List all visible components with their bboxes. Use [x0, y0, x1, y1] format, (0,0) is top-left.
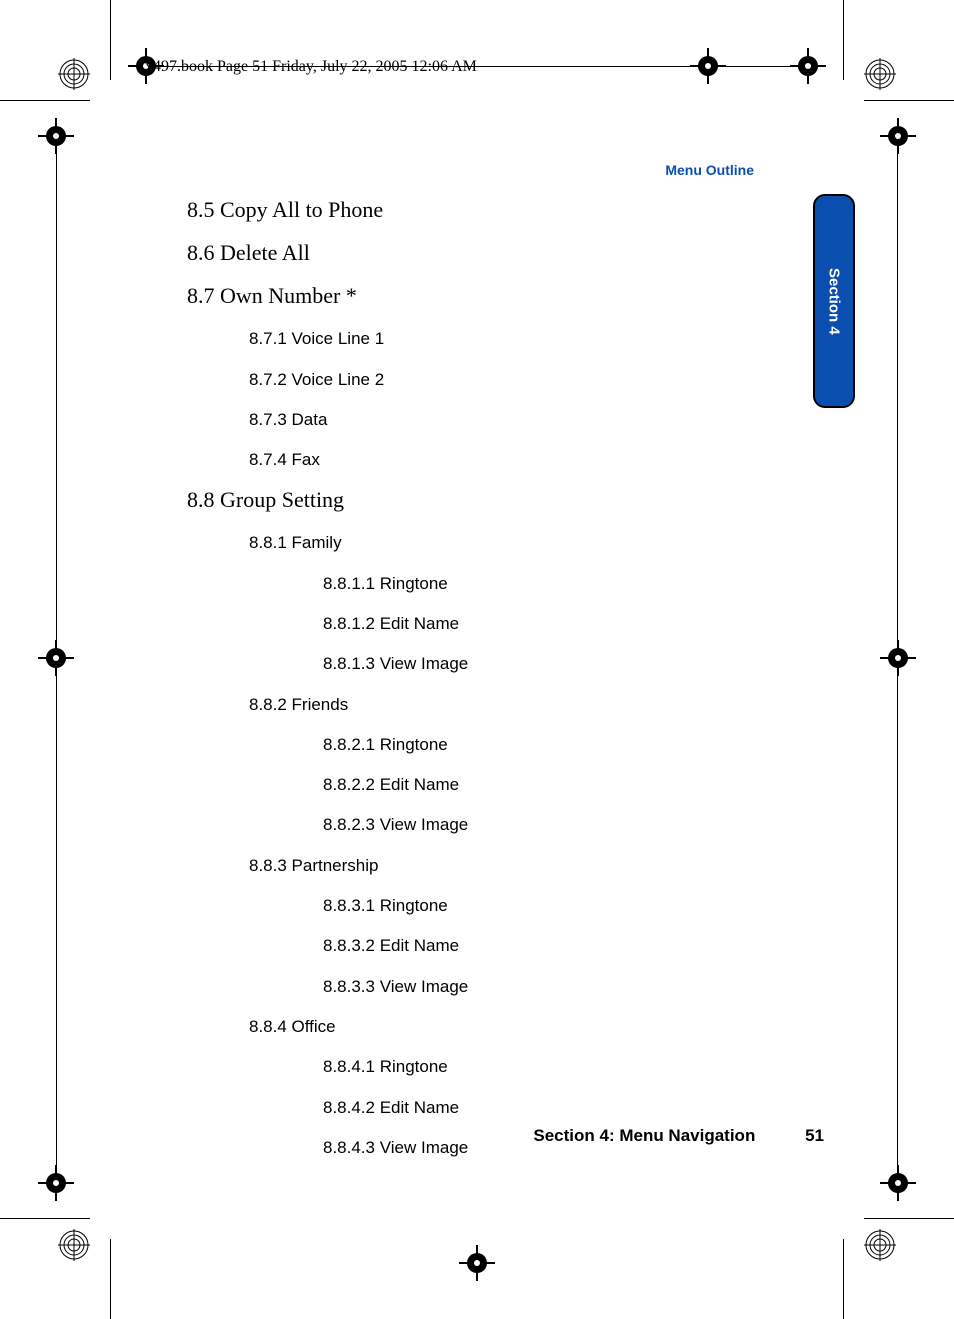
crop-line-top-right: [864, 100, 954, 101]
outline-item-level2: 8.7.4 Fax: [249, 444, 747, 476]
page-header-label: Menu Outline: [665, 162, 754, 178]
crop-line-left-mid2: [56, 672, 57, 1167]
outline-item-level3: 8.8.2.1 Ringtone: [323, 729, 747, 761]
outline-item-level2: 8.7.2 Voice Line 2: [249, 364, 747, 396]
print-header-rule: [725, 66, 795, 67]
registration-mark-icon: [58, 58, 90, 90]
outline-item-level2: 8.8.3 Partnership: [249, 850, 747, 882]
outline-item-level2: 8.8.1 Family: [249, 527, 747, 559]
footer-section-title: Section 4: Menu Navigation: [533, 1126, 755, 1145]
crop-line-right-bot: [843, 1239, 844, 1319]
page-footer: Section 4: Menu Navigation 51: [533, 1126, 824, 1146]
crosshair-mark-icon: [690, 48, 726, 84]
outline-item-level3: 8.8.3.3 View Image: [323, 971, 747, 1003]
outline-item-level2: 8.8.4 Office: [249, 1011, 747, 1043]
crop-line-top-left: [0, 100, 90, 101]
outline-item-level3: 8.8.1.3 View Image: [323, 648, 747, 680]
crop-line-bot-left: [0, 1218, 90, 1219]
section-tab: Section 4: [813, 194, 855, 408]
footer-page-number: 51: [805, 1126, 824, 1146]
crop-line-left-top: [110, 0, 111, 80]
crop-line-left-bot: [110, 1239, 111, 1319]
outline-item-level1: 8.7 Own Number *: [187, 281, 747, 312]
crosshair-mark-icon: [459, 1245, 495, 1281]
outline-item-level3: 8.8.2.2 Edit Name: [323, 769, 747, 801]
registration-mark-icon: [864, 1229, 896, 1261]
outline-item-level1: 8.5 Copy All to Phone: [187, 195, 747, 226]
outline-item-level2: 8.7.1 Voice Line 1: [249, 323, 747, 355]
outline-item-level3: 8.8.1.2 Edit Name: [323, 608, 747, 640]
crosshair-mark-icon: [880, 1165, 916, 1201]
crosshair-mark-icon: [880, 118, 916, 154]
crop-line-right-mid: [897, 150, 898, 645]
crop-line-right-top: [843, 0, 844, 80]
outline-item-level1: 8.8 Group Setting: [187, 485, 747, 516]
crosshair-mark-icon: [38, 1165, 74, 1201]
crop-line-right-mid2: [897, 672, 898, 1167]
crop-line-left-mid: [56, 150, 57, 645]
outline-item-level3: 8.8.4.2 Edit Name: [323, 1092, 747, 1124]
outline-item-level3: 8.8.2.3 View Image: [323, 809, 747, 841]
crosshair-mark-icon: [38, 118, 74, 154]
print-header-text: x497.book Page 51 Friday, July 22, 2005 …: [145, 58, 477, 76]
outline-item-level3: 8.8.3.2 Edit Name: [323, 930, 747, 962]
outline-item-level3: 8.8.4.1 Ringtone: [323, 1051, 747, 1083]
outline-item-level3: 8.8.3.1 Ringtone: [323, 890, 747, 922]
crosshair-mark-icon: [790, 48, 826, 84]
crop-line-bot-right: [864, 1218, 954, 1219]
crosshair-mark-icon: [880, 640, 916, 676]
registration-mark-icon: [58, 1229, 90, 1261]
outline-item-level3: 8.8.1.1 Ringtone: [323, 568, 747, 600]
outline-item-level1: 8.6 Delete All: [187, 238, 747, 269]
crosshair-mark-icon: [38, 640, 74, 676]
registration-mark-icon: [864, 58, 896, 90]
outline-item-level2: 8.8.2 Friends: [249, 689, 747, 721]
menu-outline-content: 8.5 Copy All to Phone 8.6 Delete All 8.7 O…: [187, 195, 747, 1172]
outline-item-level2: 8.7.3 Data: [249, 404, 747, 436]
section-tab-label: Section 4: [826, 268, 843, 335]
